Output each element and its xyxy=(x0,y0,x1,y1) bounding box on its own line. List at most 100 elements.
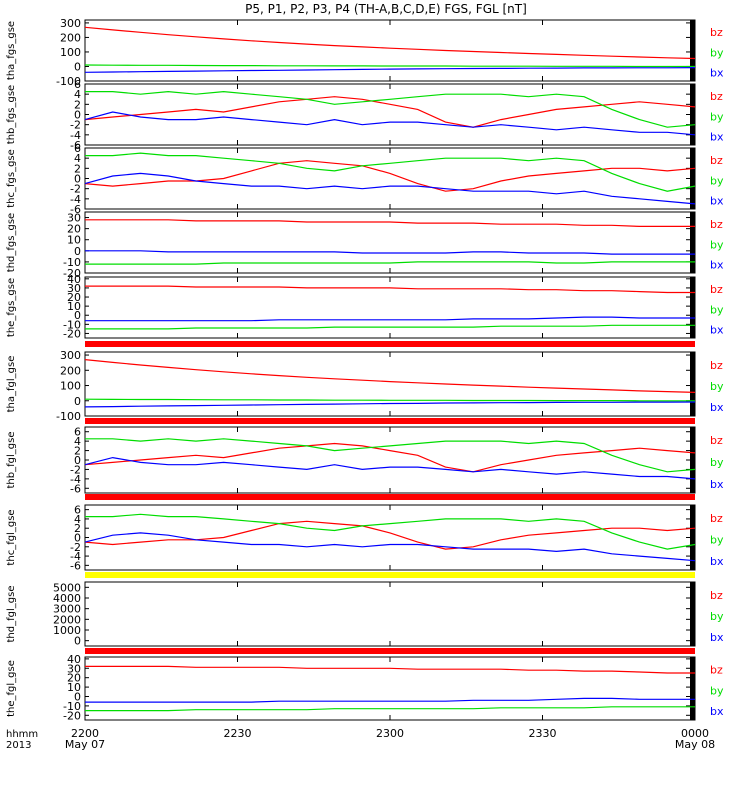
series-line-bx xyxy=(84,111,696,136)
y-tick-label: 0 xyxy=(74,690,81,703)
legend-by: by xyxy=(710,533,724,546)
y-tick-label: -4 xyxy=(70,550,81,563)
series-line-bx xyxy=(85,316,695,322)
y-axis-label: the_fgl_gse xyxy=(6,660,17,717)
y-tick-label: 0 xyxy=(74,395,81,408)
legend-by: by xyxy=(710,684,724,697)
y-tick-label: 300 xyxy=(60,349,81,362)
y-axis-label: thc_fgl_gse xyxy=(6,509,17,565)
legend-bz: bz xyxy=(710,218,723,231)
series-line-by xyxy=(85,438,696,473)
y-tick-label: -10 xyxy=(63,318,81,331)
y-axis-label: the_fgs_gse xyxy=(6,278,17,337)
separator-bar-2 xyxy=(85,418,695,424)
series-line-by xyxy=(84,64,695,68)
series-line-by xyxy=(85,706,695,712)
y-tick-label: -6 xyxy=(70,482,81,495)
legend-bx: bx xyxy=(710,555,724,568)
series-line-bz xyxy=(85,219,695,227)
x-tick-label: 2230 xyxy=(224,727,252,740)
y-axis-label: thb_fgs_gse xyxy=(6,85,17,144)
y-tick-label: -20 xyxy=(63,327,81,340)
legend-bz: bz xyxy=(710,589,723,602)
series-line-by xyxy=(85,261,695,265)
y-tick-label: 0 xyxy=(74,245,81,258)
y-tick-label: 6 xyxy=(74,78,81,91)
y-axis-label: thd_fgs_gse xyxy=(6,213,17,272)
series-line-by xyxy=(85,324,695,330)
y-tick-label: -100 xyxy=(56,75,81,88)
separator-bar-3 xyxy=(85,494,695,500)
y-tick-label: 0 xyxy=(74,173,81,186)
series-line-bz xyxy=(85,285,695,294)
series-line-bz xyxy=(84,359,696,393)
separator-bar-5 xyxy=(85,648,695,654)
legend-bz: bz xyxy=(710,90,723,103)
y-tick-label: 20 xyxy=(67,672,81,685)
separator-bars xyxy=(85,341,695,654)
series-line-bx xyxy=(84,456,696,480)
separator-bar-1 xyxy=(85,341,695,347)
y-tick-label: 40 xyxy=(67,653,81,666)
y-tick-label: 0 xyxy=(74,635,81,648)
series-line-bz xyxy=(85,665,695,674)
y-tick-label: 4 xyxy=(74,513,81,526)
y-tick-label: 6 xyxy=(74,142,81,155)
y-tick-label: 100 xyxy=(60,380,81,393)
legend-bz: bz xyxy=(710,512,723,525)
y-tick-label: 0 xyxy=(74,60,81,73)
y-tick-label: -2 xyxy=(70,541,81,554)
y-tick-label: -2 xyxy=(70,119,81,132)
x-tick-sublabel: May 07 xyxy=(65,738,105,751)
series-line-by xyxy=(85,90,696,128)
legend-bx: bx xyxy=(710,631,724,644)
series-line-bz xyxy=(84,96,696,128)
y-tick-label: 5000 xyxy=(53,581,81,594)
panel-right-tick-band xyxy=(690,657,695,720)
series-line-bx xyxy=(85,697,695,703)
x-tick-label: 2330 xyxy=(529,727,557,740)
legend-bx: bx xyxy=(710,130,724,143)
panel-frame xyxy=(84,581,696,647)
y-tick-label: 0 xyxy=(74,309,81,322)
x-tick-label: 0000 xyxy=(681,727,709,740)
y-tick-label: 2000 xyxy=(53,613,81,626)
panel-frame xyxy=(84,504,696,571)
panel-right-tick-band xyxy=(690,20,695,81)
y-tick-label: 30 xyxy=(67,282,81,295)
y-tick-label: 10 xyxy=(67,234,81,247)
x-axis-header-top: hhmm xyxy=(6,729,38,740)
y-tick-label: 300 xyxy=(60,17,81,30)
series-line-bx xyxy=(84,532,696,562)
panel-right-tick-band xyxy=(690,427,695,493)
legend-bz: bz xyxy=(710,26,723,39)
y-tick-label: -6 xyxy=(70,203,81,216)
y-tick-label: -100 xyxy=(56,410,81,423)
legend-by: by xyxy=(710,46,724,59)
y-tick-label: -10 xyxy=(63,700,81,713)
series-line-bx xyxy=(85,250,695,255)
y-tick-label: 6 xyxy=(74,426,81,439)
y-tick-label: 20 xyxy=(67,223,81,236)
panel-right-tick-band xyxy=(690,84,695,145)
y-tick-label: 0 xyxy=(74,532,81,545)
y-tick-label: 0 xyxy=(74,454,81,467)
x-axis-header-bottom: 2013 xyxy=(6,740,31,751)
y-tick-label: -4 xyxy=(70,473,81,486)
y-tick-label: 4 xyxy=(74,152,81,165)
panel-right-tick-band xyxy=(690,582,695,646)
y-tick-label: 1000 xyxy=(53,624,81,637)
legend-by: by xyxy=(710,174,724,187)
legend-bx: bx xyxy=(710,323,724,336)
y-axis-label: thc_fgs_gse xyxy=(6,149,17,208)
y-tick-label: -2 xyxy=(70,183,81,196)
y-tick-label: 6 xyxy=(74,504,81,517)
